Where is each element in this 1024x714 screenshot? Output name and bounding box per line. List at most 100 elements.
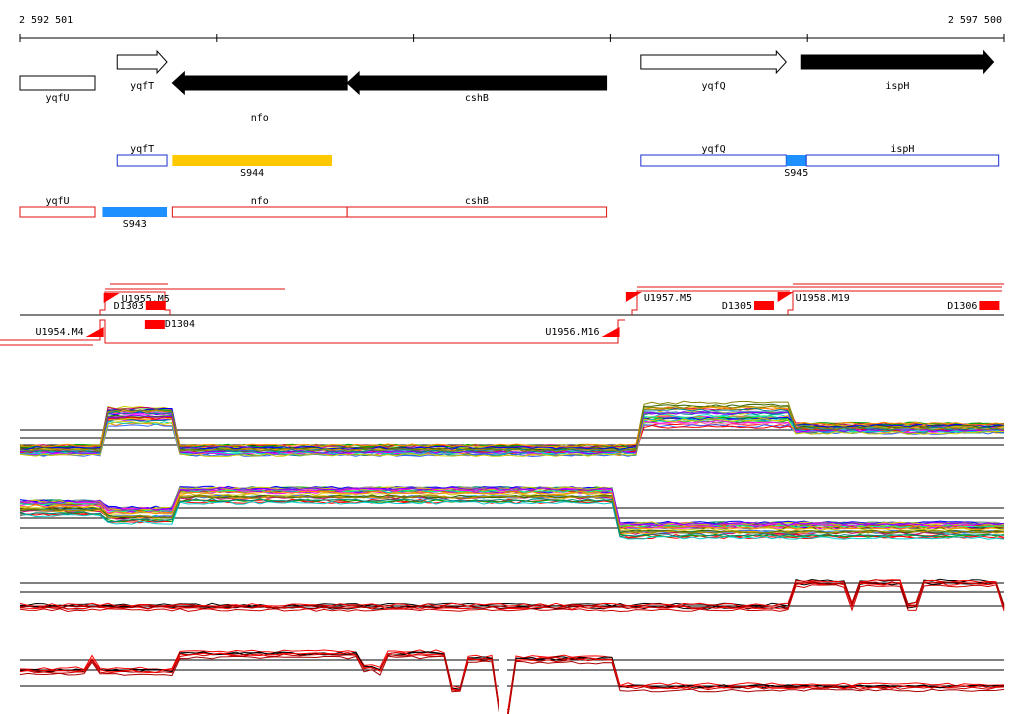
upshift-label: U1958.M19: [796, 293, 850, 304]
transcript-yqfT: yqfT: [116, 144, 168, 167]
transcript-track-minus: yqfU S943 nfo cshB: [19, 196, 608, 230]
gene-arrow: [171, 70, 348, 96]
profile-trace: [19, 498, 1005, 538]
shift-marks: U1954.M4 U1955.M5 U1956.M16 U1957.M5 U1958.M…: [35, 292, 1000, 338]
upshift-flag: [777, 292, 794, 302]
downshift-D1306: D1306: [947, 301, 1000, 312]
transcript-yqfU: yqfU: [19, 196, 96, 218]
gene-label: yqfU: [45, 93, 69, 104]
profile-panel-2: [19, 485, 1005, 540]
downshift-box: [754, 301, 775, 310]
transcript-S945: S945: [784, 155, 808, 179]
profile-trace: [19, 494, 1005, 534]
gene-arrow: [346, 70, 608, 96]
profile-trace: [19, 486, 1005, 526]
transcript-box: [172, 155, 332, 166]
gene-label: cshB: [465, 93, 489, 104]
transcript-yqfQ: yqfQ: [640, 144, 787, 167]
profile-trace: [19, 584, 1005, 613]
profile-trace: [19, 418, 1004, 457]
gene-yqfU: yqfU: [19, 75, 96, 104]
profile-panel-1: [19, 400, 1005, 458]
gene-label: yqfQ: [702, 81, 726, 92]
transcript-S943: S943: [102, 207, 168, 230]
gene-arrow: [19, 75, 96, 91]
profile-panel-4: [19, 649, 1005, 714]
profile-trace: [19, 405, 1005, 453]
coordinate-ruler: 2 592 501 2 597 500: [19, 15, 1005, 42]
transcript-box: [786, 155, 807, 166]
upshift-flag: [625, 292, 642, 302]
downshift-box: [144, 320, 165, 329]
upshift-label: U1957.M5: [644, 293, 692, 304]
downshift-label: D1306: [947, 301, 977, 312]
profile-trace: [19, 651, 1005, 713]
expression-profiles: [19, 400, 1005, 714]
gene-label: nfo: [251, 113, 269, 124]
profile-panel-3: [19, 578, 1005, 613]
gene-label: ispH: [885, 81, 909, 92]
gene-label: yqfT: [130, 81, 154, 92]
ruler-end-label: 2 597 500: [948, 15, 1002, 26]
transcript-label: yqfQ: [702, 144, 726, 155]
gene-yqfQ: yqfQ: [640, 49, 787, 92]
upshift-flag: [85, 327, 104, 337]
transcript-ispH: ispH: [805, 144, 1000, 167]
transcript-box: [805, 154, 1000, 167]
transcript-box: [116, 154, 168, 167]
upshift-U1954.M4: U1954.M4: [35, 327, 104, 338]
profile-trace: [19, 649, 1005, 713]
profile-trace: [19, 406, 1005, 448]
transcript-label: yqfT: [130, 144, 154, 155]
gene-arrow: [800, 49, 995, 75]
profile-trace: [19, 579, 1005, 607]
segment-line: [787, 290, 1002, 315]
profile-trace: [19, 411, 1005, 455]
profile-trace: [19, 486, 1005, 526]
transcript-track-plus: yqfT S944 yqfQ S945 ispH: [116, 144, 1000, 179]
profile-trace: [19, 492, 1005, 532]
segment-line: [99, 291, 171, 315]
profile-trace: [19, 494, 1005, 534]
downshift-D1304: D1304: [144, 319, 195, 330]
profile-trace: [19, 581, 1005, 609]
transcript-label: ispH: [890, 144, 914, 155]
upshift-U1955.M5: U1955.M5: [103, 293, 170, 305]
transcript-label: cshB: [465, 196, 489, 207]
gene-ispH: ispH: [800, 49, 995, 92]
transcript-box: [346, 206, 608, 218]
gene-cshB: cshB: [346, 70, 608, 104]
shift-track: U1954.M4 U1955.M5 U1956.M16 U1957.M5 U1958.M…: [0, 283, 1004, 346]
gene-track: yqfU yqfT nfo cshB yqfQ ispH: [19, 49, 995, 124]
upshift-flag: [103, 293, 120, 303]
downshift-label: D1303: [114, 301, 144, 312]
upshift-label: U1956.M16: [545, 327, 599, 338]
profile-gap: [499, 640, 507, 714]
transcript-box: [19, 206, 96, 218]
upshift-U1958.M19: U1958.M19: [777, 292, 850, 304]
profile-trace: [19, 500, 1005, 540]
upshift-label: U1954.M4: [35, 327, 83, 338]
profile-trace: [19, 485, 1005, 525]
transcript-label: nfo: [251, 196, 269, 207]
transcript-cshB: cshB: [346, 196, 608, 218]
downshift-D1303: D1303: [114, 301, 166, 312]
ruler-start-label: 2 592 501: [19, 15, 73, 26]
segment-line: [0, 319, 625, 344]
transcript-label: S945: [784, 168, 808, 179]
gene-nfo: nfo: [171, 70, 348, 124]
downshift-label: D1305: [722, 301, 752, 312]
ruler-ticks: [19, 34, 1005, 42]
transcript-label: S944: [240, 168, 264, 179]
profile-trace: [19, 655, 1005, 714]
gene-arrow: [640, 49, 787, 75]
transcript-nfo: nfo: [171, 196, 348, 218]
gene-arrow: [116, 49, 168, 75]
upshift-label: U1955.M5: [122, 294, 170, 305]
transcript-box: [102, 207, 168, 217]
segment-line: [631, 290, 790, 315]
upshift-U1956.M16: U1956.M16: [545, 327, 620, 338]
profile-trace: [19, 490, 1005, 530]
upshift-U1957.M5: U1957.M5: [625, 292, 692, 304]
